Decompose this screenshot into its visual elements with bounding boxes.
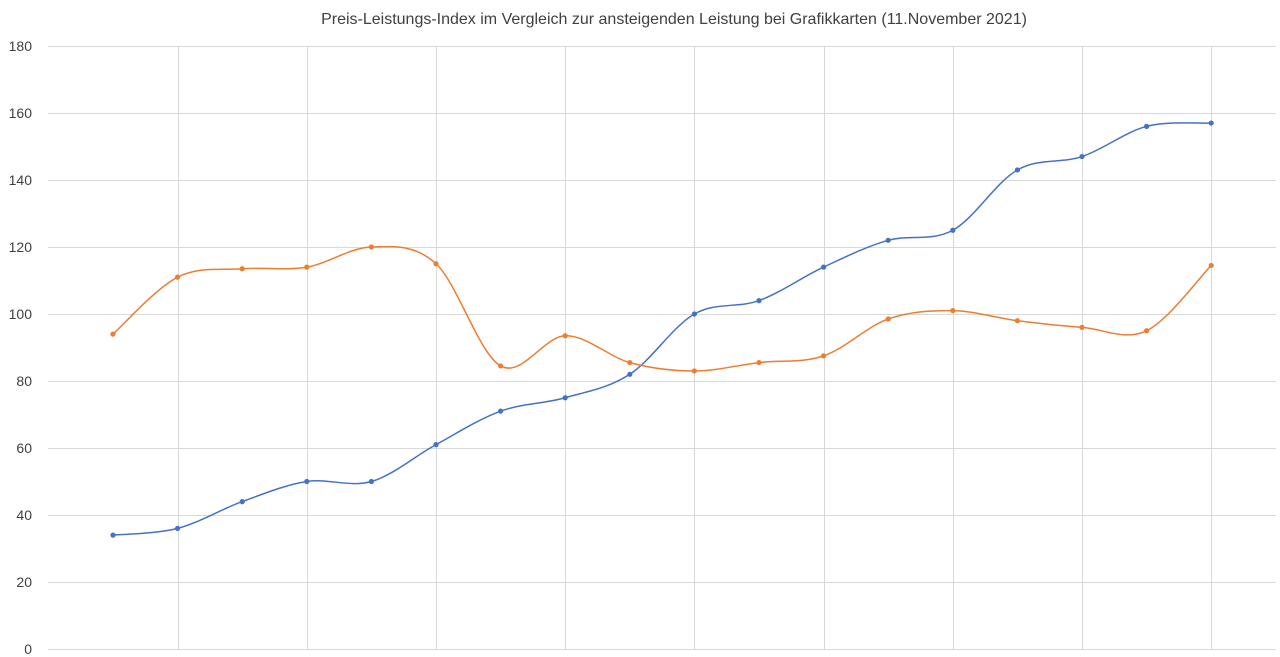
data-point [433,442,439,448]
data-point [756,298,762,304]
data-point [110,532,116,538]
data-point [885,237,891,243]
data-point [950,227,956,233]
data-point [562,395,568,401]
data-point [756,359,762,366]
data-point [304,264,310,270]
chart-title: Preis-Leistungs-Index im Vergleich zur a… [321,11,1027,28]
data-point [110,331,116,337]
data-point [368,478,374,485]
y-tick-label: 120 [9,239,33,255]
data-point [304,478,310,485]
data-point [1079,324,1085,330]
data-point [368,244,374,250]
data-point [885,316,891,322]
data-point [433,261,439,267]
data-point [1144,123,1150,129]
data-point [627,359,633,366]
data-point [821,353,827,359]
data-point [1079,153,1085,160]
data-point [498,408,504,414]
data-point [821,264,827,270]
y-tick-label: 160 [9,105,33,121]
y-tick-label: 180 [9,38,33,54]
data-point [239,266,245,272]
data-point [691,311,698,317]
data-series [110,120,1214,538]
series-line [112,245,1212,372]
data-point [239,499,245,505]
data-point [1208,120,1214,126]
data-point [498,363,504,369]
data-point [691,368,698,374]
y-axis-ticks: 0 20 40 60 80 100 120 140 160 180 [9,38,33,657]
data-point [1014,167,1021,173]
data-point [627,371,633,377]
y-tick-label: 100 [9,306,33,322]
gridlines [48,46,1276,650]
data-point [175,274,181,280]
y-tick-label: 20 [16,574,32,590]
series-2 [110,244,1214,374]
y-tick-label: 60 [16,440,32,456]
data-point [562,333,568,339]
data-point [1208,262,1214,269]
series-line [112,122,1212,536]
data-point [950,308,956,314]
data-point [1144,328,1150,334]
series-1 [110,120,1214,538]
data-point [1014,318,1021,324]
data-point [175,525,181,532]
y-tick-label: 0 [24,641,32,657]
y-tick-label: 40 [16,507,32,523]
y-tick-label: 140 [9,172,33,188]
y-tick-label: 80 [16,373,32,389]
